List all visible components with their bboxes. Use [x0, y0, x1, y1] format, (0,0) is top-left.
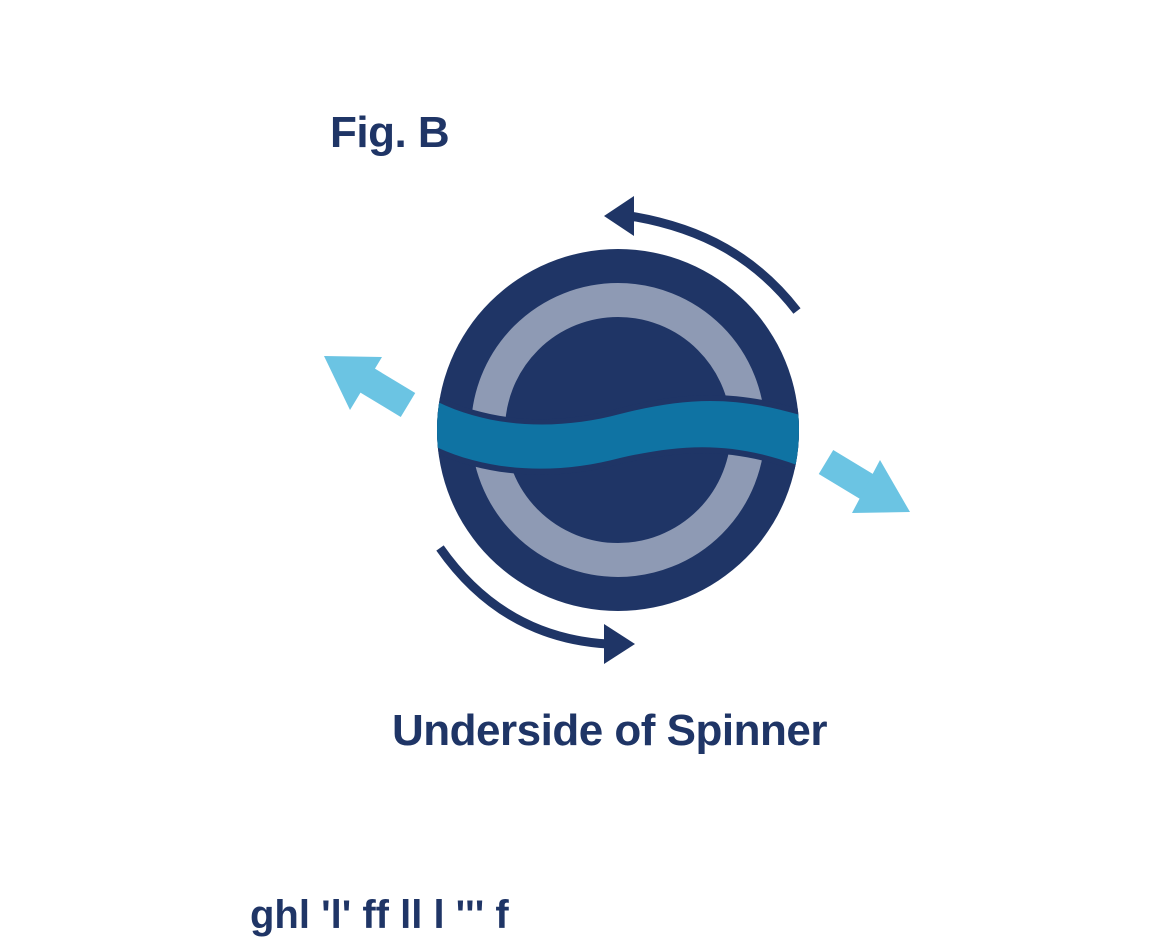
spinner-diagram [324, 196, 910, 664]
figure-label: Fig. B [330, 108, 450, 157]
rotation-arrow-bottom-icon [436, 545, 635, 664]
cutoff-text: ghl 'l' ff ll l ''' f [250, 893, 509, 937]
figure-caption: Underside of Spinner [392, 706, 827, 755]
outflow-arrow-left-icon [324, 356, 416, 417]
outflow-arrow-right-icon [818, 450, 910, 513]
rotation-arrow-top-icon [604, 196, 801, 314]
spinner-band [437, 398, 799, 470]
